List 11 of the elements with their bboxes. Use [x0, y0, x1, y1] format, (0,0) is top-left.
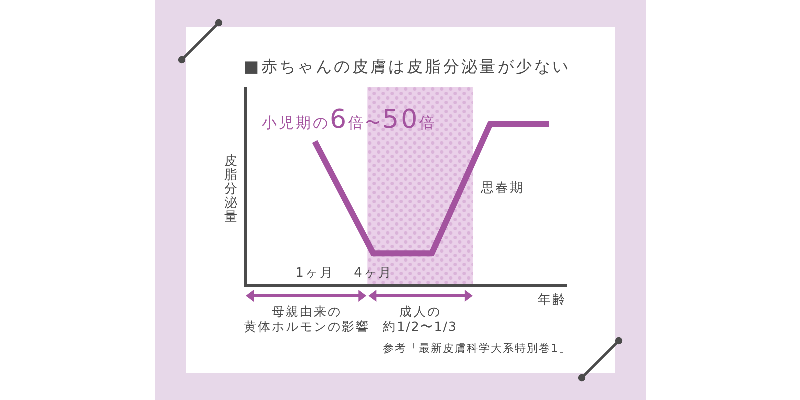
text: 参考「最新皮膚科学大系特別巻1」 [383, 342, 571, 355]
x-axis-title: 年齢 [538, 293, 567, 308]
annotation: 思春期 [480, 181, 524, 196]
text: 黄体ホルモンの影響 [244, 319, 370, 334]
chart-title: ■赤ちゃんの皮膚は皮脂分泌量が少ない [244, 57, 571, 76]
text: 約1/2〜1/3 [383, 319, 458, 334]
text: 母親由来の [272, 304, 342, 319]
x-tick-label: 1ヶ月 [296, 266, 334, 281]
y-axis-title: 皮脂分泌量 [224, 154, 238, 225]
x-tick-label: 4ヶ月 [354, 266, 393, 281]
text: 成人の [399, 304, 442, 319]
